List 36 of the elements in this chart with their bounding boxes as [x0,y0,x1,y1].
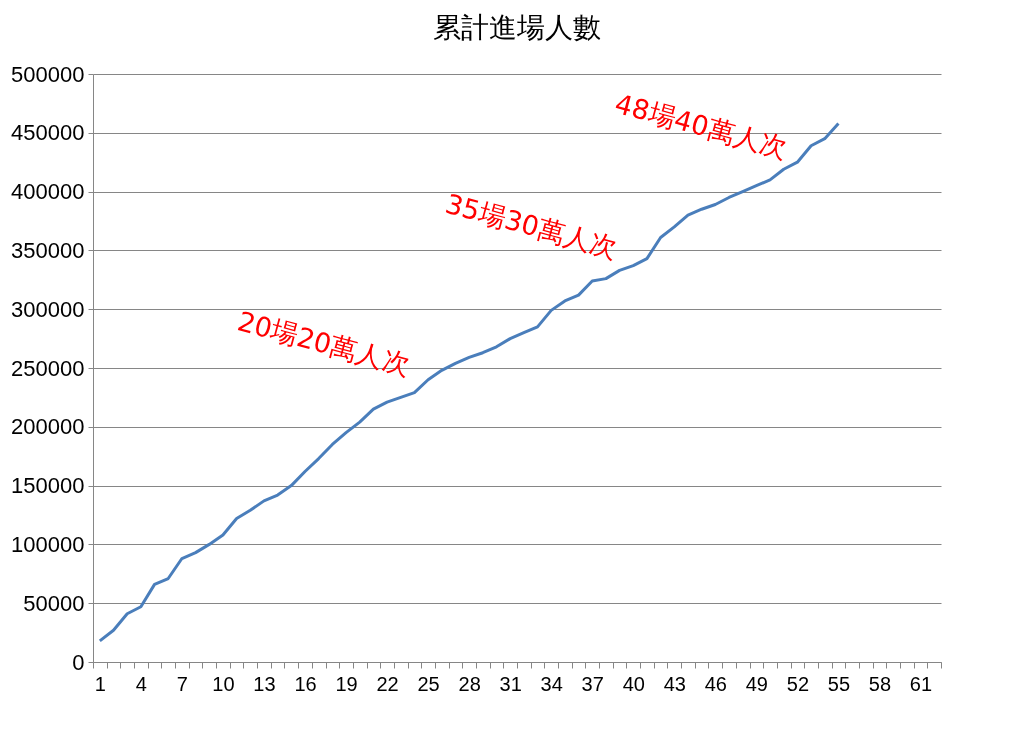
x-tick-label: 13 [253,672,276,695]
y-tick-label: 100000 [11,531,85,557]
y-tick-label: 500000 [11,61,85,87]
x-tick-label: 16 [294,672,317,695]
x-tick-label: 43 [663,672,686,695]
y-tick-label: 50000 [23,590,85,616]
x-tick-label: 61 [909,672,933,695]
y-tick-label: 0 [72,649,85,675]
chart-title: 累計進場人數 [433,11,601,44]
annotation: 48場40萬人次 [611,87,791,164]
x-tick-label: 37 [581,672,604,695]
x-tick-label: 28 [458,672,481,695]
x-tick-label: 7 [176,672,188,695]
x-tick-label: 49 [745,672,768,695]
x-tick-label: 31 [499,672,522,695]
x-tick-label: 19 [335,672,358,695]
y-tick-label: 250000 [11,355,85,381]
x-tick-label: 1 [94,672,106,695]
x-tick-label: 34 [540,672,563,695]
x-tick-label: 4 [135,672,147,695]
annotation: 20場20萬人次 [234,305,414,382]
x-tick-label: 55 [827,672,851,695]
x-tick-label: 46 [704,672,727,695]
annotation: 35場30萬人次 [442,187,621,264]
y-tick-label: 350000 [11,237,85,263]
x-tick-label: 25 [417,672,440,695]
y-tick-label: 150000 [11,473,85,499]
x-tick-label: 52 [786,672,810,695]
x-tick-label: 10 [212,672,235,695]
y-tick-label: 400000 [11,179,85,205]
x-tick-label: 22 [376,672,399,695]
y-tick-label: 450000 [11,120,85,146]
y-tick-label: 300000 [11,296,85,322]
x-tick-label: 40 [622,672,645,695]
x-tick-label: 58 [868,672,892,695]
y-tick-label: 200000 [11,414,85,440]
